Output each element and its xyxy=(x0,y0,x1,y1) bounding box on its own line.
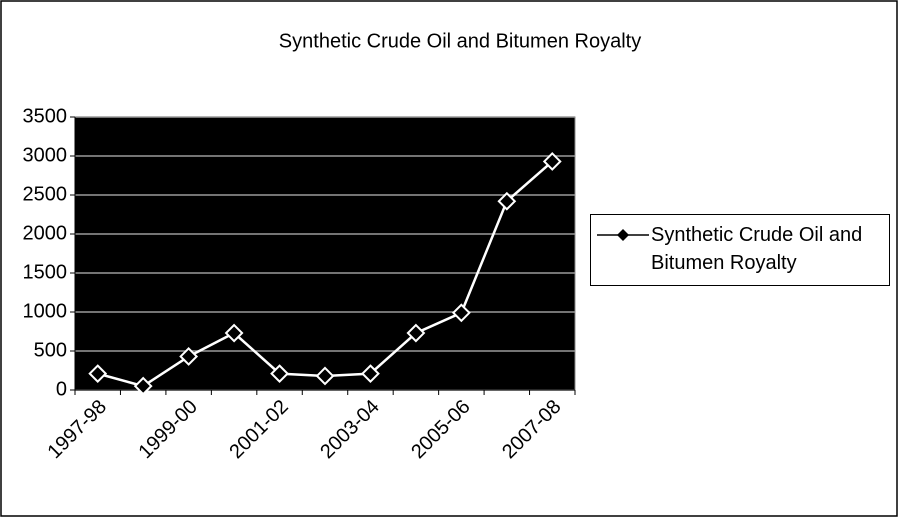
chart-title: Synthetic Crude Oil and Bitumen Royalty xyxy=(279,30,641,52)
data-point xyxy=(88,364,108,384)
y-tick-label: 2000 xyxy=(23,222,68,244)
data-point xyxy=(133,376,153,396)
legend-label: Synthetic Crude Oil and Bitumen Royalty xyxy=(651,224,863,274)
data-point xyxy=(451,303,471,323)
data-point xyxy=(542,152,562,171)
data-point xyxy=(270,364,289,384)
legend-symbol xyxy=(597,229,649,241)
data-point xyxy=(497,191,517,211)
plot-area xyxy=(74,116,576,391)
legend: Synthetic Crude Oil and Bitumen Royalty xyxy=(590,214,890,286)
y-tick-label: 0 xyxy=(56,378,67,400)
y-tick-label: 1000 xyxy=(23,300,68,322)
y-tick-label: 500 xyxy=(34,339,67,361)
y-tick-label: 3000 xyxy=(23,144,68,166)
y-tick-label: 3500 xyxy=(23,105,68,127)
y-tick-label: 1500 xyxy=(23,261,68,283)
data-point xyxy=(179,347,199,366)
data-point xyxy=(361,364,380,384)
data-point xyxy=(315,366,335,386)
data-point xyxy=(224,323,244,343)
data-point xyxy=(406,323,426,343)
y-tick-label: 2500 xyxy=(23,183,68,205)
